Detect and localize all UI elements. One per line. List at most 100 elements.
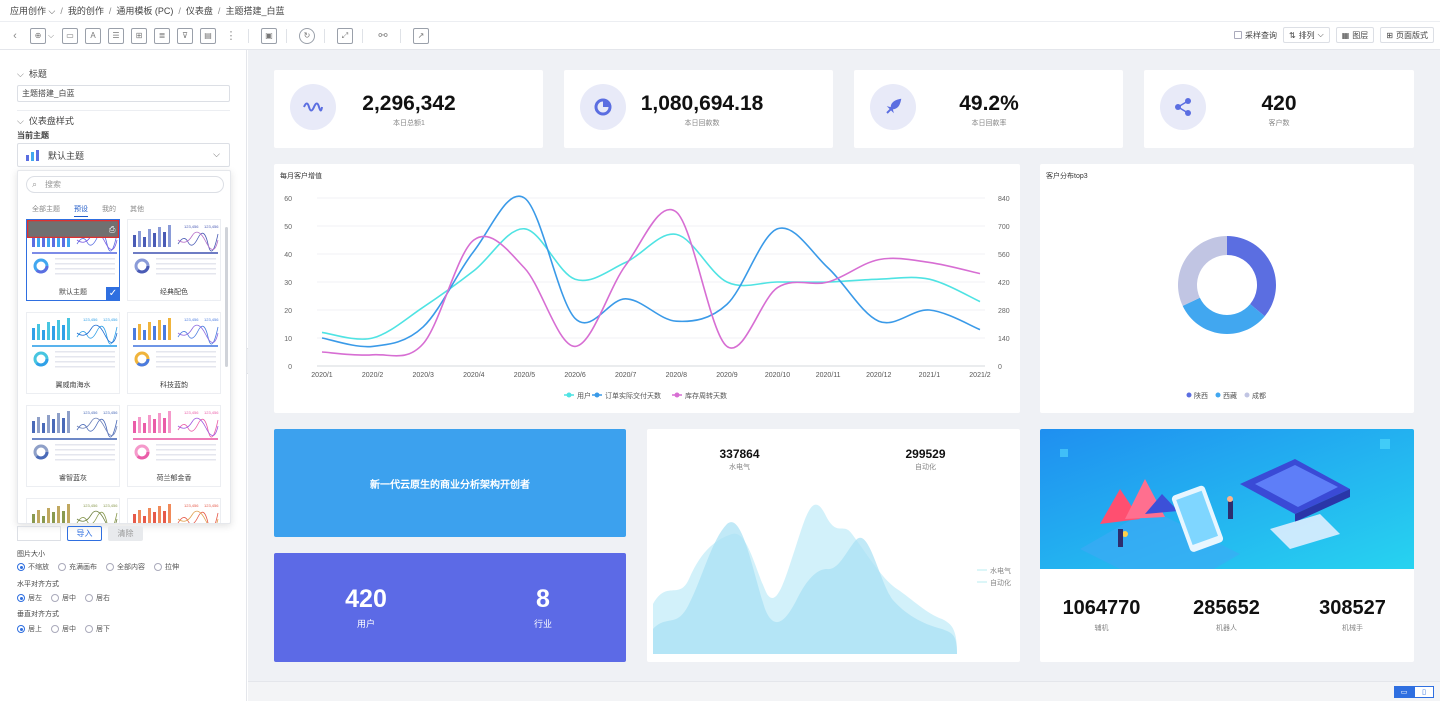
legend-label[interactable]: 陕西	[1194, 391, 1208, 400]
more-icon[interactable]: ⋮	[225, 30, 237, 42]
banner-card[interactable]: 新一代云原生的商业分析架构开创者	[274, 429, 626, 537]
theme-select[interactable]: 默认主题 ⌵	[17, 143, 230, 167]
radio-option[interactable]: 居左	[17, 593, 42, 603]
theme-thumb[interactable]: 123,456 123,456	[127, 405, 221, 487]
donut-slice[interactable]	[1182, 297, 1265, 335]
tab-other[interactable]: 其他	[130, 206, 144, 213]
crumb-my-creation[interactable]: 我的创作	[67, 6, 104, 16]
kpi-card-total[interactable]: 2,296,342 本日总额1	[274, 70, 543, 148]
v-align-label: 垂直对齐方式	[17, 611, 59, 618]
v-align-radios: 居上 居中 居下	[17, 624, 110, 634]
radio-option[interactable]: 居上	[17, 624, 42, 634]
line-chart: 60 50 40 30 20 10 0 840 700 560 420 280 140 0 2020/1 20…	[284, 195, 1010, 400]
upload-field[interactable]	[17, 526, 61, 541]
export-icon[interactable]: ↗	[413, 27, 429, 44]
radio-option[interactable]: 居右	[85, 593, 110, 603]
x-tick-label: 2020/9	[716, 372, 738, 379]
arrange-button[interactable]: ⇅ 排列 ⌵	[1282, 27, 1330, 43]
thumb-preview: 123,456 123,456	[128, 220, 220, 303]
x-tick-label: 2020/4	[463, 372, 485, 379]
theme-name: 荷兰郁金香	[156, 475, 192, 482]
device-toggle: ▭ ▯	[1394, 686, 1434, 698]
share-icon[interactable]: ⚯	[378, 30, 388, 42]
kpi-card-rate[interactable]: 49.2% 本日回款率	[854, 70, 1123, 148]
legend-label[interactable]: 订单实际交付天数	[605, 391, 661, 400]
grid-icon[interactable]: ⊞	[131, 27, 147, 44]
zoom-icon[interactable]: ⊕	[30, 27, 46, 44]
theme-thumb[interactable]: 123,456 123,456	[26, 312, 120, 394]
theme-thumb[interactable]: ⎙ 123,456 123,456	[26, 219, 120, 301]
filter-icon[interactable]: ⊽	[177, 27, 193, 44]
radio-dot	[106, 563, 114, 571]
theme-thumb[interactable]: 123,456 123,456	[26, 498, 120, 523]
popup-scrollbar[interactable]	[225, 227, 228, 367]
desktop-view-icon[interactable]: ▭	[1394, 686, 1414, 698]
donut-slice[interactable]	[1178, 236, 1227, 306]
legend-label[interactable]: 西藏	[1223, 391, 1237, 400]
thumb-number: 123,456	[184, 503, 199, 508]
tab-all-themes[interactable]: 全部主题	[32, 206, 60, 213]
legend-label[interactable]: 库存周转天数	[685, 391, 727, 400]
chevron-down-icon[interactable]: ⌵	[47, 30, 55, 40]
theme-search-input[interactable]: ⌕ 搜索	[26, 176, 224, 193]
radio-dot	[85, 625, 93, 633]
kpi-card-collected[interactable]: 1,080,694.18 本日回款数	[564, 70, 833, 148]
area-chart-card[interactable]: 337864 水电气 299529 自动化 水电气 自动化	[647, 429, 1020, 662]
radio-option[interactable]: 拉伸	[154, 562, 179, 572]
theme-thumb[interactable]: 123,456 123,456	[26, 405, 120, 487]
kpi-label: 本日回款率	[971, 120, 1007, 127]
crumb-template[interactable]: 通用模板 (PC)	[116, 6, 174, 16]
layers-button[interactable]: ▦ 图层	[1335, 27, 1375, 43]
users-industry-card[interactable]: 420 用户 8 行业	[274, 553, 626, 662]
radio-option[interactable]: 充满画布	[58, 562, 97, 572]
line-chart-card[interactable]: 每月客户增值 60 50 40 30 20 10 0 840 700 560 420 280 140 0 2…	[274, 164, 1020, 413]
kpi-value: 49.2%	[959, 92, 1019, 115]
text-icon[interactable]: A	[85, 27, 101, 44]
form-icon[interactable]: ≣	[154, 27, 170, 44]
mobile-view-icon[interactable]: ▯	[1414, 686, 1434, 698]
theme-thumb[interactable]: 123,456 123,456	[127, 498, 221, 523]
clear-button[interactable]: 清除	[108, 526, 143, 541]
preview-icon[interactable]: ▣	[261, 27, 277, 44]
title-section-header[interactable]: ⌵ 标题	[17, 69, 47, 79]
y-tick-label: 60	[284, 196, 292, 203]
radio-dot	[17, 594, 25, 602]
arrange-icon: ⇅	[1288, 30, 1296, 40]
radio-dot	[51, 594, 59, 602]
legend-label[interactable]: 用户	[577, 391, 591, 400]
theme-thumb[interactable]: 123,456 123,456	[127, 219, 221, 301]
radio-option[interactable]: 不缩放	[17, 562, 49, 572]
crumb-app-creation[interactable]: 应用创作 ⌵	[10, 6, 56, 16]
radio-option[interactable]: 居中	[51, 624, 76, 634]
fullscreen-icon[interactable]: ⤢	[337, 27, 353, 44]
tab-mine[interactable]: 我的	[102, 206, 116, 213]
refresh-icon[interactable]: ↻	[299, 27, 315, 44]
container-icon[interactable]: ▤	[200, 27, 216, 44]
back-icon[interactable]: ‹	[13, 29, 17, 42]
kpi-value: 2,296,342	[362, 92, 456, 115]
metric-label: 机器人	[1216, 625, 1237, 632]
legend-marker	[566, 392, 572, 398]
dashboard-style-header[interactable]: ⌵ 仪表盘样式	[17, 116, 74, 126]
tab-preset[interactable]: 预设	[74, 204, 88, 217]
radio-option[interactable]: 居中	[51, 593, 76, 603]
donut-slice[interactable]	[1227, 236, 1276, 317]
radio-option[interactable]: 全部内容	[106, 562, 145, 572]
crumb-dashboard[interactable]: 仪表盘	[185, 6, 213, 16]
theme-thumb[interactable]: 123,456 123,456	[127, 312, 221, 394]
radio-option[interactable]: 居下	[85, 624, 110, 634]
image-metrics-card[interactable]: 1064770 辅机 285652 机器人 308527 机械手	[1040, 429, 1414, 662]
current-theme-label: 当前主题	[17, 131, 49, 140]
table-icon[interactable]: ☰	[108, 27, 124, 44]
import-button[interactable]: 导入	[67, 526, 102, 541]
page-style-button[interactable]: ⊞ 页面版式	[1380, 27, 1434, 43]
legend-label[interactable]: 成都	[1252, 391, 1266, 400]
title-input[interactable]: 主题搭建_白蓝	[17, 85, 230, 102]
settings-sidebar: ⌵ 标题 主题搭建_白蓝 ⌵ 仪表盘样式 当前主题 默认主题 ⌵ ⌕ 搜索 全部…	[0, 50, 247, 701]
sample-query-checkbox[interactable]: 采样查询	[1233, 30, 1277, 41]
donut-chart-card[interactable]: 客户分布top3 陕西 西藏 成都	[1040, 164, 1414, 413]
thumb-number: 123,456	[204, 224, 219, 229]
image-icon[interactable]: ▭	[62, 27, 78, 44]
thumb-number: 123,456	[184, 224, 199, 229]
kpi-card-customers[interactable]: 420 客户数	[1144, 70, 1414, 148]
